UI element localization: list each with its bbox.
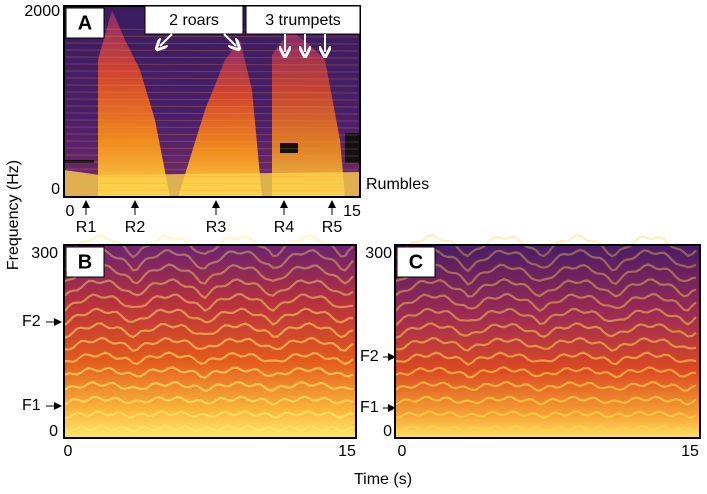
harmonic xyxy=(65,161,359,164)
harmonics xyxy=(64,233,354,433)
harmonic xyxy=(65,91,359,94)
harmonic xyxy=(64,424,354,433)
harmonic xyxy=(64,336,354,353)
harmonic xyxy=(395,277,697,298)
y-tick-label: 0 xyxy=(51,181,60,198)
harmonic xyxy=(64,292,354,313)
harmonic xyxy=(65,133,359,136)
harmonic xyxy=(395,263,697,286)
harmonic xyxy=(65,154,359,157)
annotation: 2 roars xyxy=(169,12,219,29)
harmonic xyxy=(65,105,359,108)
harmonic xyxy=(65,147,359,150)
annotation-box xyxy=(144,5,244,35)
harmonic xyxy=(65,77,359,80)
x-tick-label: 0 xyxy=(398,443,407,460)
harmonic xyxy=(64,233,354,259)
harmonic xyxy=(65,182,359,185)
harmonic xyxy=(65,168,359,171)
y-tick-label: 300 xyxy=(365,245,392,262)
annotation: F2 xyxy=(22,313,41,330)
harmonic xyxy=(65,112,359,115)
rumble-markers: R1 R2 R3 R4 R5 xyxy=(76,200,343,236)
harmonic xyxy=(395,292,697,313)
harmonic xyxy=(64,263,354,285)
annotation-arrows xyxy=(160,33,325,52)
y-tick-label: 0 xyxy=(383,423,392,440)
harmonic xyxy=(395,424,697,433)
annotation: R2 xyxy=(125,219,146,236)
annotation-box xyxy=(245,5,361,35)
x-axis-label: Time (s) xyxy=(354,471,412,488)
harmonic xyxy=(65,35,359,38)
harmonic xyxy=(65,63,359,66)
annotation: F2 xyxy=(360,348,379,365)
y-tick-label: 2000 xyxy=(24,3,60,20)
harmonic xyxy=(395,233,697,259)
harmonic xyxy=(395,307,697,326)
annotation: 3 trumpets xyxy=(265,12,341,29)
harmonic xyxy=(64,278,354,300)
harmonic xyxy=(395,410,697,419)
panel-label: B xyxy=(78,251,92,273)
harmonic xyxy=(64,380,354,393)
panel-label-box xyxy=(65,7,105,39)
harmonic xyxy=(65,98,359,101)
harmonic xyxy=(64,366,354,380)
y-tick-label: 0 xyxy=(49,423,58,440)
annotation: R3 xyxy=(206,219,227,236)
harmonic xyxy=(395,322,697,339)
harmonic xyxy=(65,42,359,45)
x-tick-label: 15 xyxy=(343,203,361,220)
y-axis-label: Frequency (Hz) xyxy=(5,160,22,270)
x-tick-label: 0 xyxy=(64,443,73,460)
harmonic xyxy=(64,395,354,406)
harmonic xyxy=(395,248,697,273)
x-tick-label: 15 xyxy=(338,443,356,460)
harmonic xyxy=(65,126,359,129)
harmonic xyxy=(395,336,697,352)
harmonic xyxy=(395,380,697,392)
harmonic xyxy=(65,189,359,192)
frame xyxy=(394,244,701,439)
harmonic xyxy=(64,410,354,419)
harmonic xyxy=(64,307,354,326)
x-tick-label: 0 xyxy=(66,203,75,220)
harmonic xyxy=(395,351,697,366)
annotation: R1 xyxy=(76,219,97,236)
panel-label-box xyxy=(396,246,436,278)
harmonic xyxy=(395,395,697,406)
annotation: F1 xyxy=(360,399,379,416)
spectrogram-b xyxy=(64,245,356,438)
harmonic xyxy=(64,351,354,366)
spectrogram-a xyxy=(63,5,361,198)
harmonic xyxy=(65,140,359,143)
x-tick-label: 15 xyxy=(681,443,699,460)
y-tick-label: 300 xyxy=(31,245,58,262)
annotation: F1 xyxy=(22,397,41,414)
harmonics xyxy=(395,233,697,433)
panel-label: C xyxy=(409,251,423,273)
panel-label-box xyxy=(65,246,105,278)
frame xyxy=(63,244,357,439)
harmonic xyxy=(64,322,354,339)
harmonic xyxy=(65,175,359,178)
panel-label: A xyxy=(78,12,92,34)
annotation: R5 xyxy=(322,219,343,236)
harmonic xyxy=(65,119,359,122)
harmonic xyxy=(65,70,359,73)
harmonic xyxy=(395,366,697,379)
annotation: R4 xyxy=(274,219,295,236)
harmonic xyxy=(65,84,359,87)
harmonic xyxy=(64,248,354,272)
annotation: Rumbles xyxy=(366,176,429,193)
